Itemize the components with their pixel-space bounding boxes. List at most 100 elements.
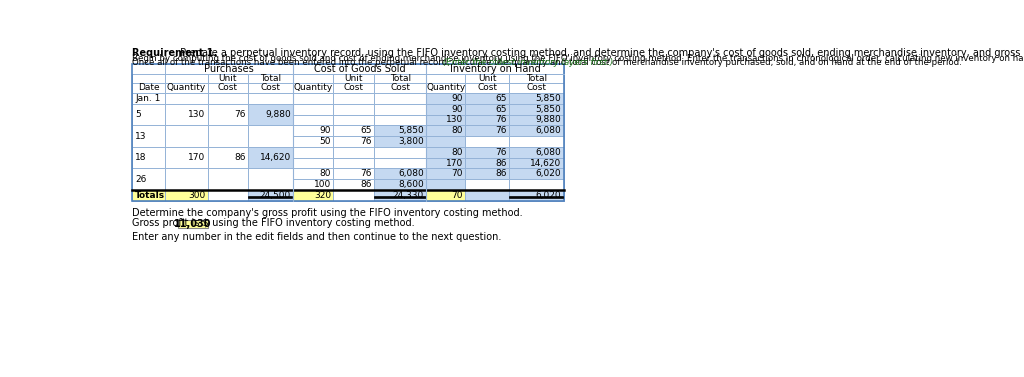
Bar <box>509 104 563 115</box>
Bar <box>334 190 375 201</box>
Bar <box>375 74 426 83</box>
Bar <box>334 93 375 104</box>
Text: 14,620: 14,620 <box>530 159 561 167</box>
Text: Prepare a perpetual inventory record, using the FIFO inventory costing method, a: Prepare a perpetual inventory record, us… <box>177 48 1024 58</box>
Text: Begin by computing the cost of goods sold and cost of ending merchandise invento: Begin by computing the cost of goods sol… <box>132 54 1024 63</box>
Text: 8,600: 8,600 <box>398 180 424 189</box>
Text: Cost: Cost <box>477 83 498 92</box>
Bar <box>165 104 208 125</box>
Text: 65: 65 <box>496 94 507 103</box>
Text: Quantity: Quantity <box>426 83 465 92</box>
Text: 5,850: 5,850 <box>536 105 561 113</box>
Text: Once all of the transactions have been entered into the perpetual record, calcul: Once all of the transactions have been e… <box>132 58 962 67</box>
Bar <box>132 74 165 83</box>
Text: 76: 76 <box>496 115 507 124</box>
Bar <box>165 74 208 83</box>
Text: 65: 65 <box>496 105 507 113</box>
Text: 76: 76 <box>496 148 507 157</box>
Bar <box>293 64 426 74</box>
Text: 13: 13 <box>135 132 146 141</box>
Bar <box>426 179 465 190</box>
Text: 80: 80 <box>452 148 463 157</box>
Text: 5,850: 5,850 <box>536 94 561 103</box>
Bar <box>465 93 509 104</box>
Bar <box>465 179 509 190</box>
Text: 170: 170 <box>188 153 206 162</box>
Text: 6,080: 6,080 <box>398 169 424 178</box>
Text: 6,020: 6,020 <box>536 191 561 200</box>
Bar <box>165 83 208 93</box>
Bar <box>165 147 208 169</box>
Bar <box>208 147 248 169</box>
Bar <box>208 83 248 93</box>
Bar <box>426 104 465 115</box>
Text: Unit: Unit <box>478 74 497 83</box>
Bar <box>426 147 465 158</box>
Bar <box>132 64 563 201</box>
Bar <box>132 125 165 147</box>
Bar <box>465 115 509 125</box>
Text: 86: 86 <box>234 153 246 162</box>
Text: 90: 90 <box>452 105 463 113</box>
Text: Cost: Cost <box>260 83 281 92</box>
Text: 70: 70 <box>452 169 463 178</box>
Text: 86: 86 <box>360 180 372 189</box>
Bar <box>293 83 334 93</box>
Text: 86: 86 <box>496 169 507 178</box>
Text: 130: 130 <box>445 115 463 124</box>
Text: 76: 76 <box>234 110 246 119</box>
Bar <box>132 83 165 93</box>
Bar <box>208 125 248 147</box>
Text: Cost of Goods Sold: Cost of Goods Sold <box>314 64 406 74</box>
Text: Gross profit is $: Gross profit is $ <box>132 219 209 228</box>
Bar <box>334 74 375 83</box>
Bar <box>465 136 509 147</box>
Bar <box>509 125 563 136</box>
Text: 86: 86 <box>496 159 507 167</box>
Bar <box>132 147 165 169</box>
Text: 76: 76 <box>360 137 372 146</box>
Bar <box>509 93 563 104</box>
Bar <box>334 115 375 125</box>
Text: Enter any number in the edit fields and then continue to the next question.: Enter any number in the edit fields and … <box>132 232 502 242</box>
Bar <box>293 158 334 169</box>
Text: 320: 320 <box>314 191 331 200</box>
Bar <box>334 158 375 169</box>
Bar <box>426 74 465 83</box>
Bar <box>465 169 509 179</box>
Bar <box>509 169 563 179</box>
Text: 9,880: 9,880 <box>265 110 291 119</box>
Bar <box>509 115 563 125</box>
Bar <box>165 64 293 74</box>
Text: Quantity: Quantity <box>294 83 333 92</box>
Text: Total: Total <box>390 74 411 83</box>
Text: 76: 76 <box>496 126 507 135</box>
Bar <box>293 190 334 201</box>
Bar <box>465 83 509 93</box>
Text: Inventory on Hand: Inventory on Hand <box>450 64 541 74</box>
Text: Unit: Unit <box>345 74 364 83</box>
Text: 24,330: 24,330 <box>393 191 424 200</box>
Bar <box>334 147 375 158</box>
Text: 170: 170 <box>445 159 463 167</box>
Bar <box>334 136 375 147</box>
Bar <box>509 74 563 83</box>
Bar <box>465 190 509 201</box>
Text: 90: 90 <box>452 94 463 103</box>
Text: 100: 100 <box>313 180 331 189</box>
Text: 130: 130 <box>188 110 206 119</box>
Bar <box>375 125 426 136</box>
Bar <box>375 115 426 125</box>
Bar <box>334 83 375 93</box>
Bar <box>293 136 334 147</box>
Bar <box>248 169 293 190</box>
Text: Quantity: Quantity <box>167 83 206 92</box>
Bar <box>375 179 426 190</box>
Text: Requirement 1.: Requirement 1. <box>132 48 217 58</box>
Text: 5: 5 <box>135 110 140 119</box>
Bar <box>426 190 465 201</box>
Bar <box>375 190 426 201</box>
Bar <box>178 220 208 228</box>
Bar <box>465 104 509 115</box>
Bar <box>426 83 465 93</box>
